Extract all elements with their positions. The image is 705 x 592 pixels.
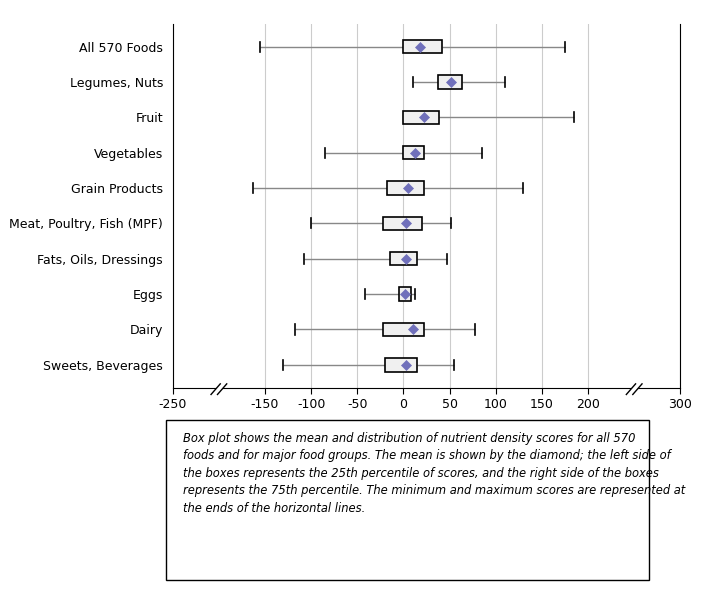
Bar [383,323,424,336]
Bar [390,252,417,265]
X-axis label: Nutrient Density Score per RACC: Nutrient Density Score per RACC [298,420,555,433]
Bar [399,287,411,301]
Bar [438,75,462,89]
Text: Box plot shows the mean and distribution of nutrient density scores for all 570
: Box plot shows the mean and distribution… [183,432,685,514]
Bar [403,40,442,53]
Bar [387,181,424,195]
Bar [403,111,439,124]
Bar [403,146,424,159]
Bar [383,217,422,230]
Bar [385,358,417,372]
